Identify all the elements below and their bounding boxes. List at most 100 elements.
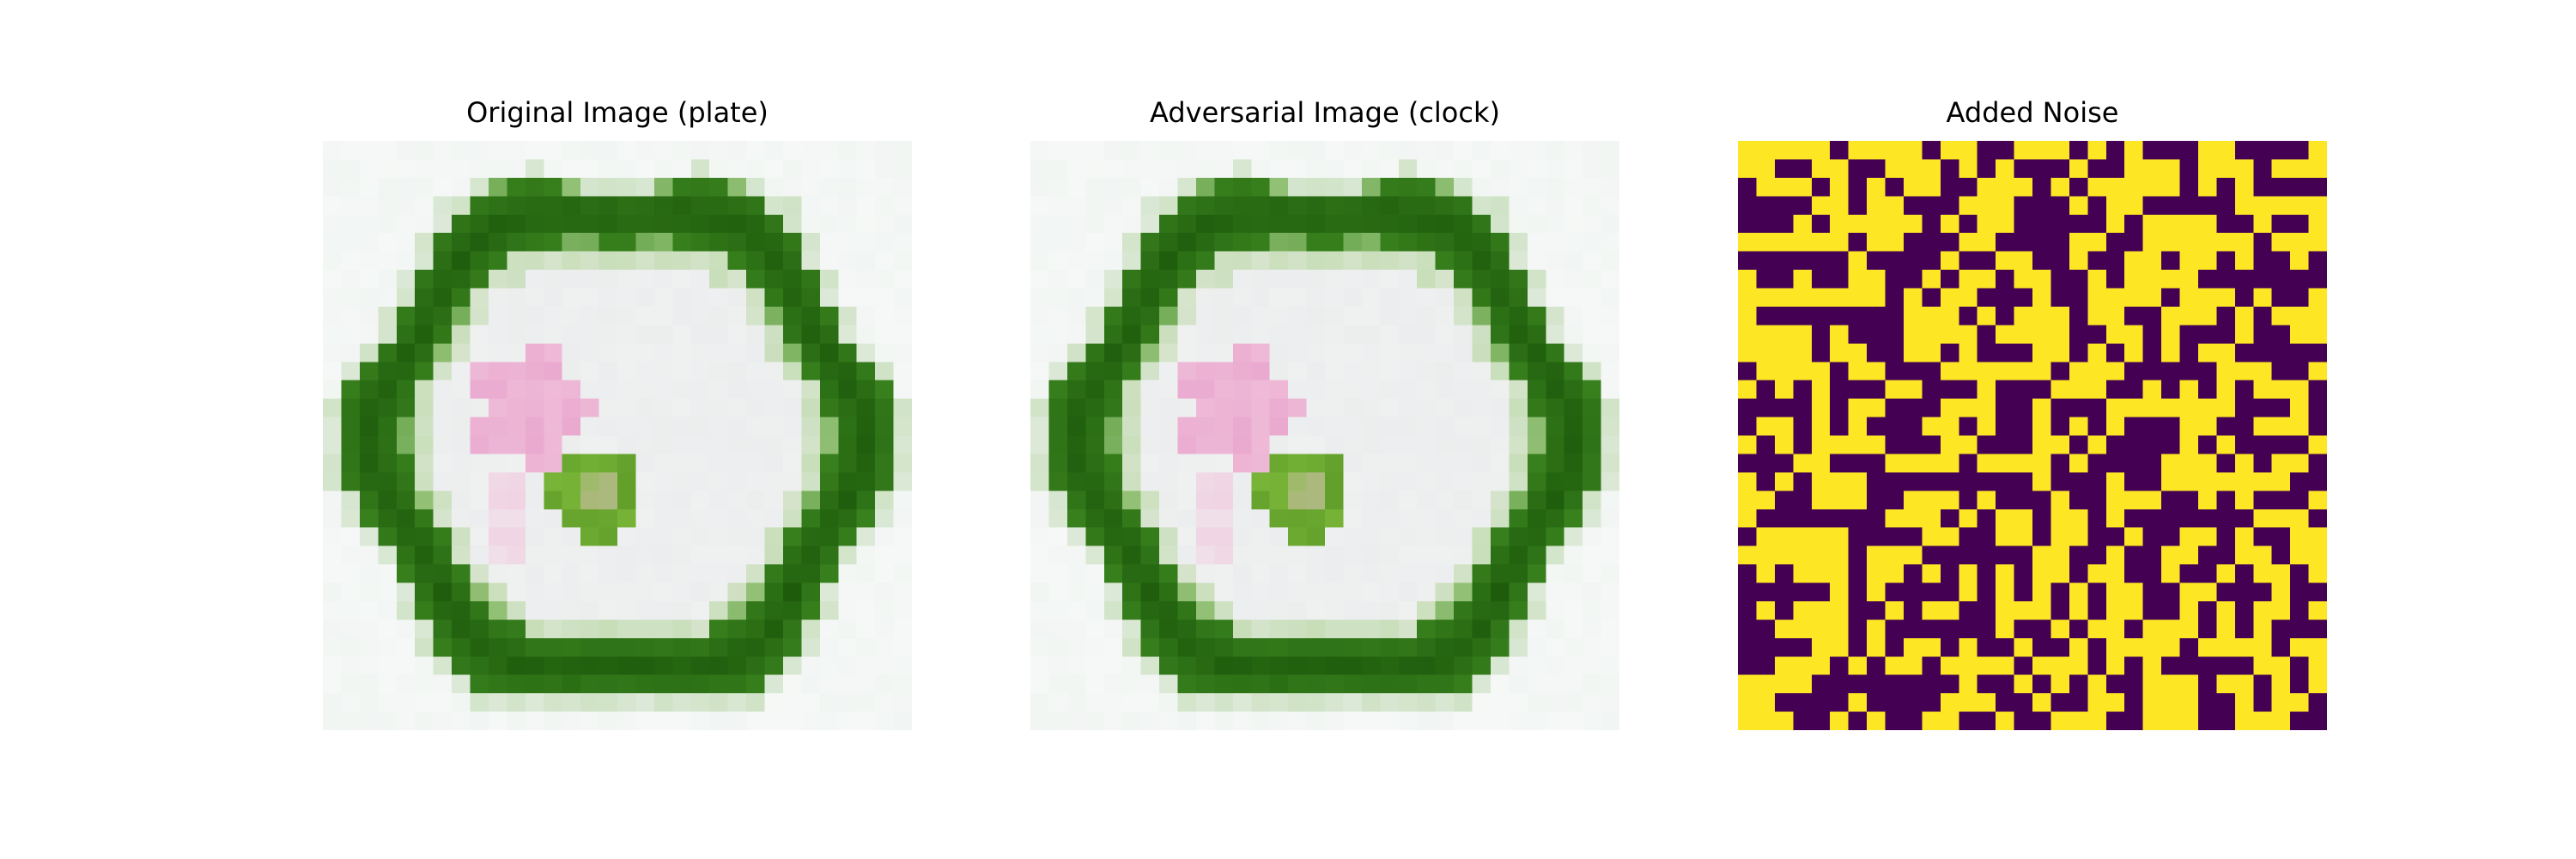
pixel — [323, 399, 342, 417]
pixel — [470, 177, 489, 197]
pixel — [452, 159, 471, 179]
pixel — [819, 711, 839, 730]
noise-pixel — [2014, 582, 2033, 602]
pixel — [1527, 399, 1546, 417]
noise-pixel — [2253, 159, 2273, 179]
pixel — [819, 159, 839, 179]
pixel — [359, 233, 379, 253]
pixel — [562, 177, 581, 197]
pixel — [764, 564, 784, 583]
pixel — [1269, 674, 1289, 694]
noise-pixel — [1774, 325, 1794, 344]
pixel — [1398, 233, 1418, 253]
pixel — [1417, 159, 1437, 179]
pixel — [580, 674, 599, 694]
pixel — [1195, 674, 1215, 694]
pixel — [1601, 306, 1619, 326]
pixel — [1122, 325, 1142, 344]
noise-pixel — [2142, 362, 2162, 381]
pixel — [544, 619, 563, 639]
pixel — [1030, 196, 1049, 216]
pixel — [782, 711, 802, 730]
pixel — [1325, 711, 1344, 730]
pixel — [1122, 251, 1142, 271]
noise-pixel — [2271, 270, 2291, 289]
pixel — [1140, 582, 1160, 602]
noise-pixel — [1959, 251, 1978, 271]
noise-pixel — [2253, 270, 2273, 289]
pixel — [452, 288, 471, 308]
pixel — [470, 196, 489, 216]
noise-pixel — [2161, 380, 2180, 399]
pixel — [1527, 362, 1546, 381]
noise-pixel — [1774, 619, 1794, 639]
pixel — [488, 159, 507, 179]
noise-pixel — [2142, 399, 2162, 417]
noise-pixel — [1977, 656, 1996, 676]
pixel — [544, 472, 563, 491]
pixel — [1361, 454, 1381, 473]
pixel — [1214, 196, 1234, 216]
noise-pixel — [1940, 362, 1959, 381]
noise-pixel — [2124, 582, 2144, 602]
pixel — [1564, 582, 1583, 602]
noise-pixel — [1793, 582, 1813, 602]
pixel — [1343, 545, 1363, 565]
pixel — [580, 233, 599, 253]
noise-pixel — [1977, 693, 1996, 712]
noise-pixel — [1903, 711, 1923, 730]
pixel — [544, 325, 563, 344]
pixel — [1195, 509, 1215, 528]
pixel — [1048, 417, 1068, 436]
pixel — [819, 582, 839, 602]
pixel — [1085, 380, 1105, 399]
pixel — [452, 490, 471, 510]
pixel — [1601, 656, 1619, 676]
pixel — [415, 472, 434, 491]
noise-pixel — [2032, 600, 2051, 620]
pixel — [635, 527, 655, 547]
pixel — [1417, 564, 1437, 583]
pixel — [1103, 472, 1123, 491]
pixel — [1103, 380, 1123, 399]
pixel — [764, 600, 784, 620]
noise-pixel — [2290, 214, 2309, 234]
pixel — [856, 656, 876, 676]
pixel — [709, 417, 729, 436]
noise-pixel — [1922, 527, 1941, 547]
pixel — [672, 693, 692, 712]
pixel — [1251, 600, 1271, 620]
pixel — [488, 509, 507, 528]
pixel — [1232, 159, 1252, 179]
noise-pixel — [2197, 600, 2217, 620]
pixel — [1048, 380, 1068, 399]
noise-pixel — [2216, 693, 2236, 712]
pixel — [1066, 141, 1086, 160]
pixel — [727, 527, 747, 547]
noise-pixel — [1940, 619, 1959, 639]
pixel — [1380, 600, 1400, 620]
pixel — [598, 656, 618, 676]
noise-pixel — [2197, 233, 2217, 253]
pixel — [598, 436, 618, 454]
pixel — [801, 693, 821, 712]
pixel — [635, 214, 655, 234]
noise-pixel — [2271, 527, 2291, 547]
noise-pixel — [1830, 527, 1850, 547]
pixel — [544, 637, 563, 657]
noise-pixel — [1885, 362, 1905, 381]
pixel — [1288, 306, 1307, 326]
noise-pixel — [2290, 380, 2309, 399]
pixel — [1325, 325, 1344, 344]
noise-pixel — [1756, 545, 1776, 565]
noise-pixel — [1959, 454, 1978, 473]
pixel — [690, 196, 710, 216]
noise-pixel — [2032, 270, 2051, 289]
pixel — [1048, 490, 1068, 510]
pixel — [1361, 196, 1381, 216]
pixel — [782, 343, 802, 362]
noise-pixel — [2308, 711, 2327, 730]
pixel — [1122, 399, 1142, 417]
noise-pixel — [2087, 399, 2107, 417]
noise-pixel — [2142, 233, 2162, 253]
